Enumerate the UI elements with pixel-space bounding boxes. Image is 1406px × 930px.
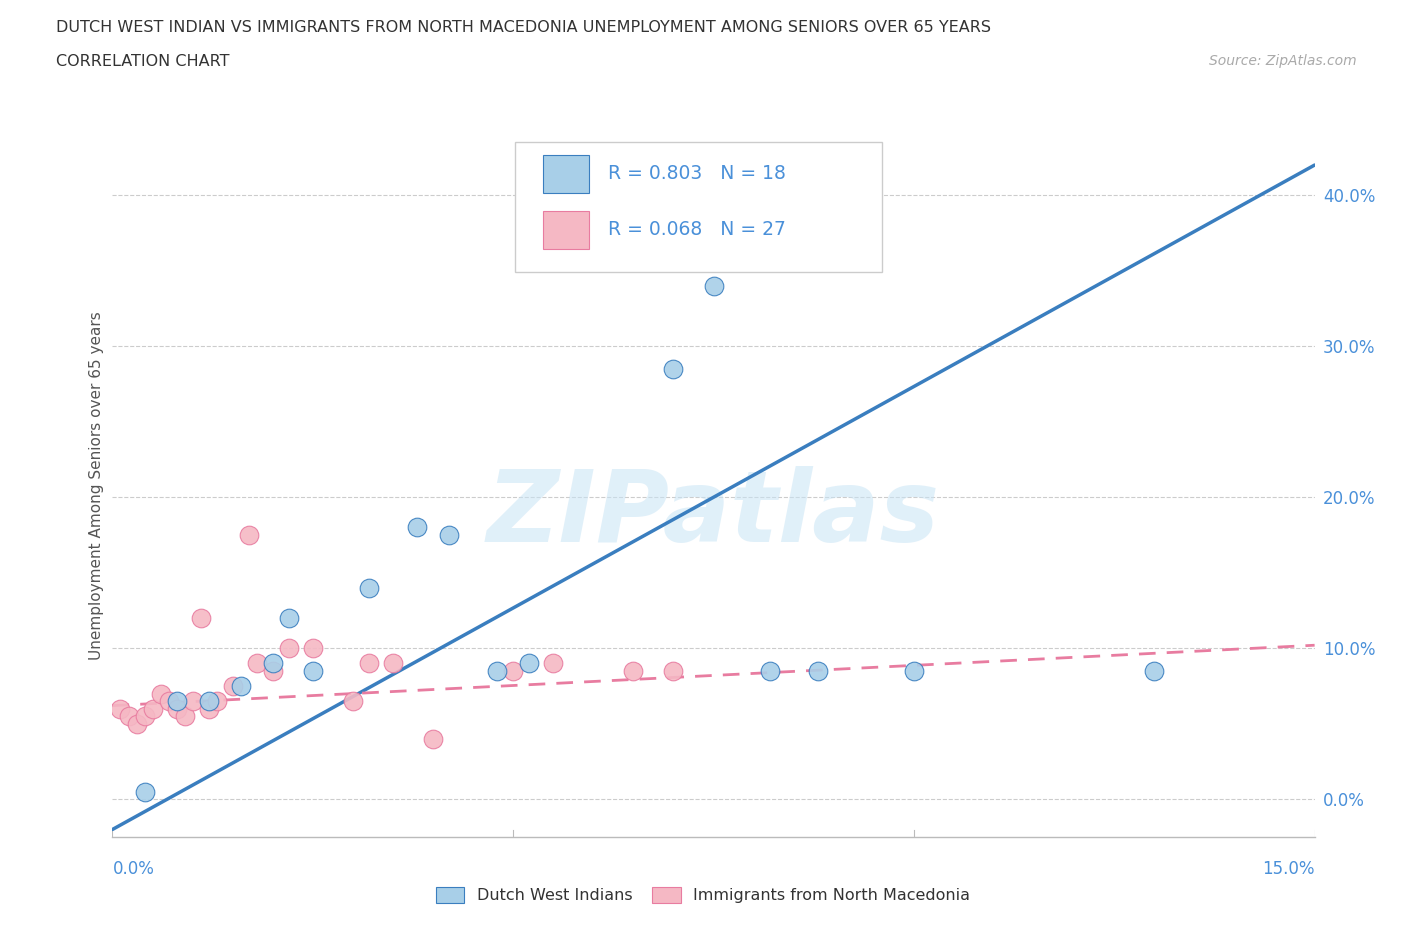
Point [437,527,460,542]
Point [277,611,299,626]
FancyBboxPatch shape [543,211,589,249]
Legend: Dutch West Indians, Immigrants from North Macedonia: Dutch West Indians, Immigrants from Nort… [430,883,976,908]
Text: Source: ZipAtlas.com: Source: ZipAtlas.com [1209,54,1357,68]
Point [758,663,780,678]
Point [222,679,245,694]
Point [157,694,180,709]
Point [903,663,925,678]
Point [166,701,188,716]
Point [181,694,204,709]
Point [134,709,156,724]
Point [190,611,212,626]
Point [117,709,139,724]
Text: DUTCH WEST INDIAN VS IMMIGRANTS FROM NORTH MACEDONIA UNEMPLOYMENT AMONG SENIORS : DUTCH WEST INDIAN VS IMMIGRANTS FROM NOR… [56,20,991,35]
Point [486,663,509,678]
Point [238,527,260,542]
Text: R = 0.068   N = 27: R = 0.068 N = 27 [607,220,786,239]
Point [125,716,148,731]
Point [302,663,325,678]
Point [246,656,269,671]
Point [517,656,540,671]
Text: 15.0%: 15.0% [1263,860,1315,878]
Point [141,701,163,716]
Point [807,663,830,678]
Text: ZIPatlas: ZIPatlas [486,466,941,563]
Point [173,709,195,724]
Text: 0.0%: 0.0% [112,860,155,878]
Point [422,731,444,746]
Point [662,362,685,377]
Point [110,701,132,716]
FancyBboxPatch shape [515,142,882,272]
Point [1143,663,1166,678]
Point [149,686,172,701]
Point [662,663,685,678]
FancyBboxPatch shape [543,154,589,193]
Point [357,656,380,671]
Point [262,663,284,678]
Point [502,663,524,678]
Point [197,694,219,709]
Point [277,641,299,656]
Point [357,580,380,595]
Point [621,663,644,678]
Point [262,656,284,671]
Point [134,784,156,799]
Point [406,520,429,535]
Point [229,679,252,694]
Point [382,656,405,671]
Point [702,278,725,293]
Point [302,641,325,656]
Text: R = 0.803   N = 18: R = 0.803 N = 18 [607,164,786,183]
Point [197,701,219,716]
Point [543,656,565,671]
Text: CORRELATION CHART: CORRELATION CHART [56,54,229,69]
Point [205,694,228,709]
Point [166,694,188,709]
Y-axis label: Unemployment Among Seniors over 65 years: Unemployment Among Seniors over 65 years [89,312,104,660]
Point [342,694,364,709]
